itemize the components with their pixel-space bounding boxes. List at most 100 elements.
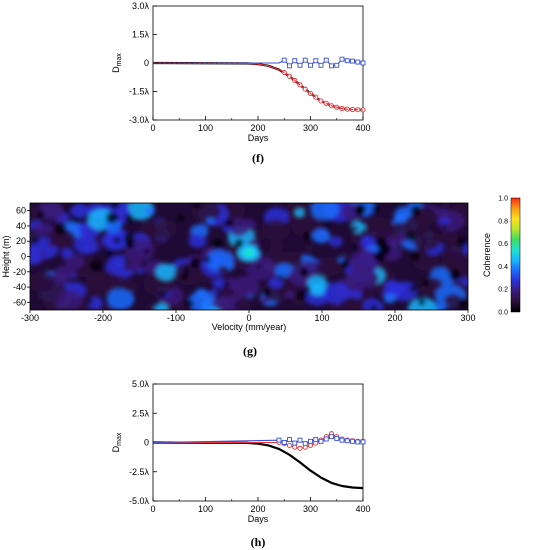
heatmap-low-spot [277, 275, 283, 280]
heatmap-low-spot [458, 298, 468, 309]
heatmap-blob [259, 296, 270, 304]
heatmap-blob [288, 251, 304, 263]
red-estimate-marker [292, 444, 298, 450]
panel-h-caption: (h) [251, 535, 266, 549]
blue-estimate-marker [313, 58, 319, 64]
heatmap-blob [217, 265, 229, 275]
heatmap-low-spot [234, 238, 244, 248]
x-tick-label: 200 [387, 313, 402, 323]
blue-estimate-marker [313, 437, 319, 443]
heatmap-low-spot [410, 252, 421, 262]
heatmap-low-spot [204, 256, 211, 263]
y-tick-label: -20 [13, 267, 26, 277]
heatmap-blob [439, 217, 450, 226]
heatmap-blob [34, 221, 54, 236]
heatmap-low-spot [193, 203, 201, 209]
blue-estimate-marker [350, 438, 355, 444]
y-tick-label: 5.0λ [132, 379, 150, 389]
heatmap-blob [209, 288, 219, 296]
heatmap-blob [128, 261, 143, 273]
heatmap-blob [104, 305, 114, 310]
heatmap-low-spot [105, 212, 118, 224]
blue-estimate-marker [276, 437, 282, 443]
heatmap-blob [74, 236, 98, 254]
red-estimate-marker [307, 442, 314, 448]
blue-estimate-marker [329, 434, 334, 440]
heatmap-low-spot [302, 231, 311, 240]
blue-estimate-marker [344, 438, 350, 444]
heatmap-blob [269, 240, 284, 252]
x-tick-label: 300 [303, 504, 318, 514]
heatmap-blob [241, 218, 257, 231]
heatmap-blob [395, 232, 409, 243]
heatmap-low-spot [422, 279, 430, 287]
heatmap-blob [53, 265, 75, 282]
heatmap-low-spot [110, 203, 119, 210]
blue-estimate-marker [318, 438, 324, 444]
y-axis-label-main: D [111, 66, 121, 73]
heatmap-low-spot [372, 205, 380, 213]
heatmap-low-spot [442, 223, 448, 229]
red-estimate-marker [297, 445, 303, 451]
heatmap-low-spot [83, 214, 89, 220]
heatmap-low-spot [351, 244, 358, 250]
blue-estimate-marker [339, 56, 345, 62]
heatmap-blob [268, 277, 283, 289]
heatmap-low-spot [86, 298, 93, 305]
y-axis-label: Dmax [111, 432, 123, 452]
red-estimate-marker [286, 442, 293, 448]
heatmap-blob [234, 299, 251, 310]
heatmap-blob [114, 259, 126, 268]
heatmap-low-spot [355, 203, 366, 214]
heatmap-blob [246, 256, 276, 281]
colorbar [510, 197, 521, 313]
heatmap-low-spot [189, 258, 201, 269]
heatmap-blob [304, 244, 313, 252]
y-axis-label-subscript: max [116, 53, 123, 67]
blue-estimate-marker [297, 62, 303, 68]
y-tick-label: 60 [16, 206, 26, 216]
heatmap-low-spot [124, 214, 134, 223]
panel-f-chart: 0 100 200 300 400 3.0λ 1.5λ 0 -1.5λ -3.0λ Days Dmax [111, 1, 371, 143]
heatmap-blob [91, 271, 119, 293]
heatmap-low-spot [212, 238, 223, 250]
blue-estimate-marker [360, 439, 366, 445]
colorbar-tick-label: 0.4 [498, 264, 508, 271]
heatmap-low-spot [37, 210, 45, 218]
heatmap-blob [104, 219, 122, 234]
heatmap-low-spot [74, 216, 81, 224]
heatmap-blob [232, 275, 260, 298]
heatmap-blob [434, 303, 446, 310]
heatmap-blob [188, 234, 207, 248]
x-tick-label: 400 [355, 123, 370, 133]
heatmap-blob [30, 214, 38, 223]
colorbar-tick-label: 1.0 [498, 196, 508, 203]
heatmap-blob [188, 290, 217, 310]
heatmap-blob [144, 304, 155, 310]
y-tick-label: 0 [21, 252, 26, 262]
heatmap-low-spot [448, 269, 461, 281]
y-tick-label: -60 [13, 297, 26, 307]
heatmap-blob [49, 228, 76, 249]
y-axis-label: Dmax [111, 53, 123, 73]
heatmap-low-spot [183, 266, 191, 274]
heatmap-blob [38, 203, 62, 217]
heatmap-blob [445, 250, 454, 257]
blue-estimate-marker [323, 57, 329, 63]
panel-f-caption: (f) [252, 151, 264, 165]
heatmap-low-spot [394, 203, 400, 208]
y-axis-label-main: D [111, 445, 121, 452]
blue-estimate-marker [323, 436, 329, 442]
blue-estimate-marker [344, 58, 350, 64]
heatmap-blob [206, 217, 215, 225]
blue-estimate-marker [308, 438, 313, 444]
blue-estimate-marker [360, 60, 366, 66]
y-tick-label: -5.0λ [129, 496, 150, 506]
heatmap-blob [435, 207, 450, 219]
heatmap-low-spot [113, 237, 121, 245]
heatmap-low-spot [418, 298, 426, 306]
heatmap-blob [444, 293, 463, 308]
x-tick-label: -200 [94, 313, 112, 323]
y-tick-label: -40 [13, 282, 26, 292]
heatmap-low-spot [32, 237, 40, 245]
